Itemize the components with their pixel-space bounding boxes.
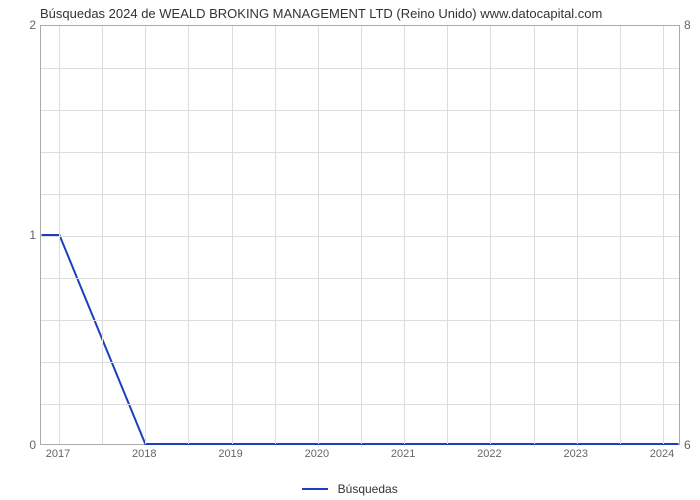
grid-h-line [41,110,679,111]
series-line [42,235,679,444]
grid-h-line [41,278,679,279]
grid-v-line [404,26,405,444]
series-line-layer [41,26,679,444]
grid-v-line [490,26,491,444]
y2-tick-label: 8 [684,18,691,32]
grid-v-line [59,26,60,444]
grid-v-line [361,26,362,444]
x-tick-label: 2021 [391,448,415,460]
grid-v-line [102,26,103,444]
grid-v-line [534,26,535,444]
grid-h-line [41,320,679,321]
x-tick-label: 2023 [563,448,587,460]
chart-container: Búsquedas 2024 de WEALD BROKING MANAGEME… [0,0,700,500]
x-tick-label: 2024 [650,448,674,460]
x-tick-label: 2017 [46,448,70,460]
legend: Búsquedas [0,481,700,496]
x-tick-label: 2019 [218,448,242,460]
grid-v-line [663,26,664,444]
grid-v-line [145,26,146,444]
x-tick-label: 2020 [305,448,329,460]
grid-h-line [41,68,679,69]
chart-title: Búsquedas 2024 de WEALD BROKING MANAGEME… [40,6,602,21]
y2-tick-label: 6 [684,438,691,452]
grid-h-line [41,404,679,405]
legend-label: Búsquedas [338,482,398,496]
grid-v-line [275,26,276,444]
grid-h-line [41,194,679,195]
x-tick-label: 2018 [132,448,156,460]
legend-swatch [302,488,328,490]
grid-v-line [620,26,621,444]
y-tick-label: 2 [29,18,36,32]
y-tick-label: 1 [29,228,36,242]
grid-h-line [41,362,679,363]
grid-h-line [41,236,679,237]
x-tick-label: 2022 [477,448,501,460]
y-tick-label: 0 [29,438,36,452]
grid-h-line [41,152,679,153]
grid-v-line [577,26,578,444]
grid-v-line [447,26,448,444]
grid-v-line [232,26,233,444]
grid-v-line [318,26,319,444]
grid-v-line [188,26,189,444]
plot-area [40,25,680,445]
